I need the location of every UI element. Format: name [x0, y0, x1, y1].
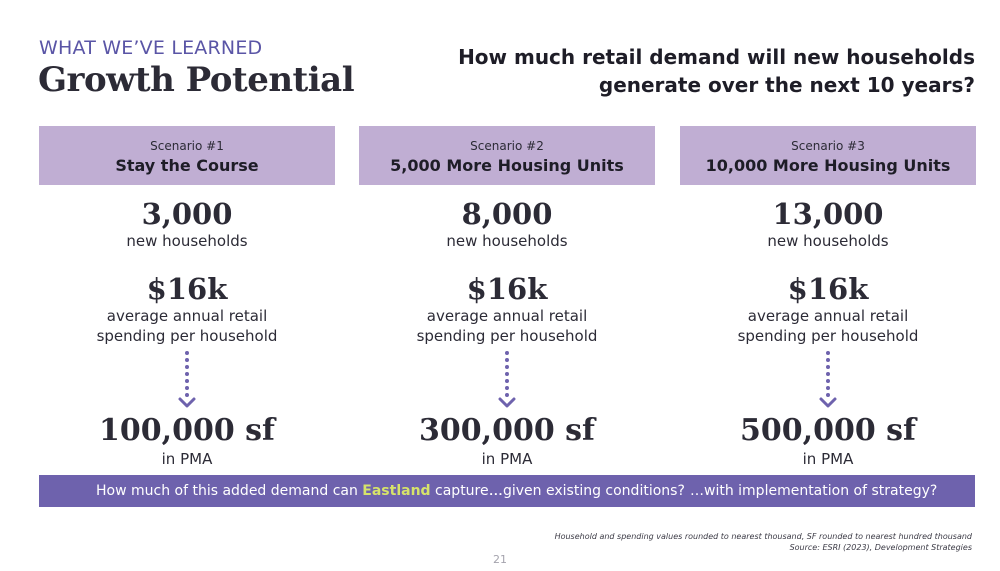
- square-feet-block: 500,000 sf in PMA: [680, 413, 976, 469]
- dotted-down-arrow-icon: [819, 351, 837, 408]
- headline-question-line-1: How much retail demand will new househol…: [458, 45, 975, 69]
- banner-question-1-before: How much of this added demand can: [96, 483, 363, 499]
- square-feet-label: in PMA: [481, 450, 533, 468]
- square-feet-label: in PMA: [802, 450, 854, 468]
- page-number: 21: [493, 553, 507, 566]
- banner-question-3: …with implementation of strategy?: [690, 483, 938, 499]
- scenario-name: Stay the Course: [115, 156, 259, 175]
- spending-label-line-1: average annual retail: [426, 307, 588, 325]
- spending-value: $16k: [787, 272, 869, 306]
- square-feet-value: 500,000 sf: [740, 413, 916, 448]
- footnote-rounding: Household and spending values rounded to…: [554, 532, 972, 541]
- footnote-source: Source: ESRI (2023), Development Strateg…: [789, 543, 972, 552]
- households-block: 3,000 new households: [39, 197, 335, 251]
- footnote: Household and spending values rounded to…: [555, 531, 972, 553]
- households-value: 8,000: [461, 197, 553, 231]
- square-feet-label: in PMA: [161, 450, 213, 468]
- square-feet-block: 300,000 sf in PMA: [359, 413, 655, 469]
- scenario-column-3: Scenario #3 10,000 More Housing Units 13…: [680, 126, 976, 469]
- banner-question-1-after: capture…: [430, 483, 503, 499]
- scenario-header: Scenario #1 Stay the Course: [39, 126, 335, 185]
- spending-label-line-1: average annual retail: [747, 307, 909, 325]
- spending-label-line-1: average annual retail: [106, 307, 268, 325]
- headline-question: How much retail demand will new househol…: [455, 43, 975, 99]
- scenario-number: Scenario #2: [470, 139, 544, 153]
- spending-value: $16k: [466, 272, 548, 306]
- scenario-column-2: Scenario #2 5,000 More Housing Units 8,0…: [359, 126, 655, 469]
- households-value: 13,000: [772, 197, 884, 231]
- square-feet-block: 100,000 sf in PMA: [39, 413, 335, 469]
- spending-block: $16k average annual retail spending per …: [39, 272, 335, 346]
- households-label: new households: [446, 232, 568, 250]
- spending-block: $16k average annual retail spending per …: [359, 272, 655, 346]
- scenario-name: 5,000 More Housing Units: [390, 156, 624, 175]
- banner-question-2: …given existing conditions?: [489, 483, 685, 499]
- scenario-number: Scenario #1: [150, 139, 224, 153]
- spending-block: $16k average annual retail spending per …: [680, 272, 976, 346]
- square-feet-value: 100,000 sf: [99, 413, 275, 448]
- scenario-name: 10,000 More Housing Units: [705, 156, 951, 175]
- banner-question-1: How much of this added demand can Eastla…: [96, 475, 503, 507]
- spending-label-line-2: spending per household: [96, 327, 278, 345]
- eyebrow-label: WHAT WE’VE LEARNED: [39, 37, 263, 59]
- households-value: 3,000: [141, 197, 233, 231]
- square-feet-value: 300,000 sf: [419, 413, 595, 448]
- scenario-header: Scenario #3 10,000 More Housing Units: [680, 126, 976, 185]
- scenario-column-1: Scenario #1 Stay the Course 3,000 new ho…: [39, 126, 335, 469]
- banner-highlight-eastland: Eastland: [362, 483, 431, 499]
- headline-question-line-2: generate over the next 10 years?: [598, 73, 975, 97]
- spending-value: $16k: [146, 272, 228, 306]
- households-block: 13,000 new households: [680, 197, 976, 251]
- scenario-number: Scenario #3: [791, 139, 865, 153]
- scenario-header: Scenario #2 5,000 More Housing Units: [359, 126, 655, 185]
- households-label: new households: [126, 232, 248, 250]
- spending-label-line-2: spending per household: [737, 327, 919, 345]
- households-label: new households: [767, 232, 889, 250]
- households-block: 8,000 new households: [359, 197, 655, 251]
- page-title: Growth Potential: [38, 60, 355, 100]
- spending-label-line-2: spending per household: [416, 327, 598, 345]
- capture-question-banner: How much of this added demand can Eastla…: [39, 475, 975, 507]
- dotted-down-arrow-icon: [498, 351, 516, 408]
- dotted-down-arrow-icon: [178, 351, 196, 408]
